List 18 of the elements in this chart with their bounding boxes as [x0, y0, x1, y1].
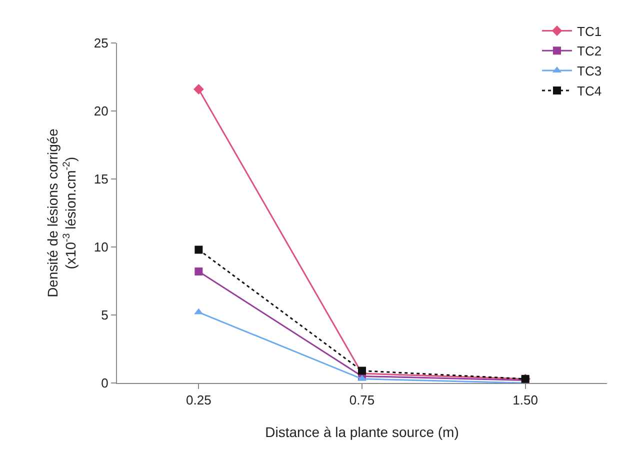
y-tick-label: 10 [94, 240, 108, 255]
point [193, 84, 204, 94]
legend-label: TC4 [577, 84, 602, 99]
legend-label: TC2 [577, 44, 602, 59]
legend-label: TC1 [577, 24, 602, 39]
x-axis-title: Distance à la plante source (m) [265, 424, 459, 440]
legend-label: TC3 [577, 64, 602, 79]
point [194, 267, 203, 276]
y-tick-label: 25 [94, 36, 108, 51]
x-tick-label: 1.50 [512, 392, 538, 408]
y-tick-label: 15 [94, 172, 108, 187]
point [358, 366, 366, 375]
x-tick-label: 0.75 [349, 392, 375, 408]
x-tick-label: 0.25 [186, 392, 212, 408]
point [194, 246, 203, 254]
y-tick-label: 5 [101, 308, 108, 323]
y-tick-label: 0 [101, 376, 108, 391]
y-tick-label: 20 [94, 104, 108, 119]
